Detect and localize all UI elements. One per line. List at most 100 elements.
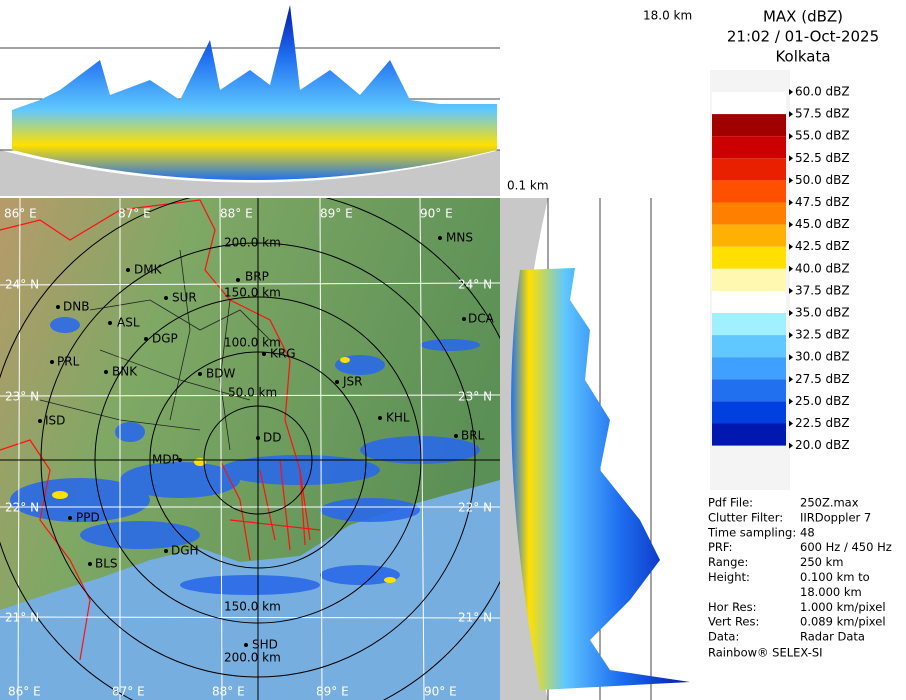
lon-label: 88° E [220,207,253,221]
city-label: ISD [45,414,65,428]
legend-label: 47.5 dBZ [795,195,850,209]
shape [320,565,400,585]
info-label: Pdf File: [708,496,753,510]
city-label: ASL [117,316,140,330]
info-value: 18.000 km [800,585,862,599]
legend-label: 27.5 dBZ [795,372,850,386]
legend-band [712,246,786,269]
city-label: DCA [468,312,495,326]
info-label: Time sampling: [707,525,796,539]
legend-label: 35.0 dBZ [795,306,850,320]
city-label: BNK [112,365,138,379]
lat-label: 21° N [5,611,39,625]
city-label: DGP [152,332,178,346]
lon-label: 87° E [118,207,151,221]
legend-tick [789,265,793,272]
height-top: 18.0 km [643,9,692,23]
marker [256,436,260,440]
legend-band [712,290,786,313]
legend-tick [789,111,793,118]
range-rings [0,198,500,700]
range-label: 150.0 km [224,600,281,614]
legend-tick [789,420,793,427]
legend-label: 30.0 dBZ [795,350,850,364]
marker [462,317,466,321]
info-label: Clutter Filter: [708,510,783,524]
legend-label: 52.5 dBZ [795,151,850,165]
marker [164,296,168,300]
shape [0,439,91,661]
legend-label: 40.0 dBZ [795,261,850,275]
range-label: 200.0 km [224,236,281,250]
shape [340,357,350,363]
city-label: BRL [461,429,485,443]
lon-label: 88° E [212,685,245,699]
shape [120,462,240,498]
marker [38,419,42,423]
city-label: BDW [206,367,235,381]
info-value: 48 [800,525,815,539]
info-label: Height: [708,570,750,584]
lon-label: 89° E [320,207,353,221]
legend-label: 32.5 dBZ [795,328,850,342]
legend-label: 20.0 dBZ [795,438,850,452]
marker [178,458,182,462]
product-title: MAX (dBZ) [763,8,843,26]
top-profile-echo [12,5,497,180]
city-label: BLS [95,557,118,571]
legend-band [712,114,786,137]
legend-band [712,136,786,159]
shape [219,459,321,561]
lon-label: 86° E [4,207,37,221]
range-label: 150.0 km [224,286,281,300]
range-label: 50.0 km [228,386,277,400]
marker [126,268,130,272]
range-label: 200.0 km [224,651,281,665]
shape [50,317,80,333]
shape [0,198,500,700]
marker [262,352,266,356]
lon-label: 90° E [420,207,453,221]
shape [360,436,480,464]
lat-label: 24° N [458,278,492,292]
marker [236,278,240,282]
lat-label: 22° N [458,501,492,515]
legend-band [712,379,786,402]
marker [104,370,108,374]
legend-label: 57.5 dBZ [795,107,850,121]
legend-tick [789,133,793,140]
info-value: 0.089 km/pixel [800,615,886,629]
city-label: KRG [270,347,296,361]
legend-band [712,335,786,358]
legend-label: 50.0 dBZ [795,173,850,187]
lat-label: 23° N [5,390,39,404]
shape [0,282,500,619]
datetime: 21:02 / 01-Oct-2025 [727,28,879,46]
lat-label: 22° N [5,501,39,515]
city-label: DGH [171,544,199,558]
city-label: PPD [76,511,100,525]
legend-tick [789,89,793,95]
lat-label: 21° N [458,611,492,625]
info-label: Vert Res: [708,615,759,629]
legend-tick [789,310,793,316]
info-value: 1.000 km/pixel [800,600,886,614]
footer: Rainbow® SELEX-SI [708,646,823,660]
legend-label: 25.0 dBZ [795,394,850,408]
info-label: Range: [708,555,748,569]
shape [17,198,425,700]
info-value: IIRDoppler 7 [800,510,871,524]
right-profile-echo [511,268,690,690]
legend-tick [789,221,793,228]
city-label: MDP [152,453,179,467]
legend-band [712,357,786,380]
marker [68,516,72,520]
marker [335,380,339,384]
legend-label: 45.0 dBZ [795,217,850,231]
marker [378,416,382,420]
city-label: BRP [245,270,269,284]
marker [50,360,54,364]
marker [56,305,60,309]
shape [52,491,68,499]
